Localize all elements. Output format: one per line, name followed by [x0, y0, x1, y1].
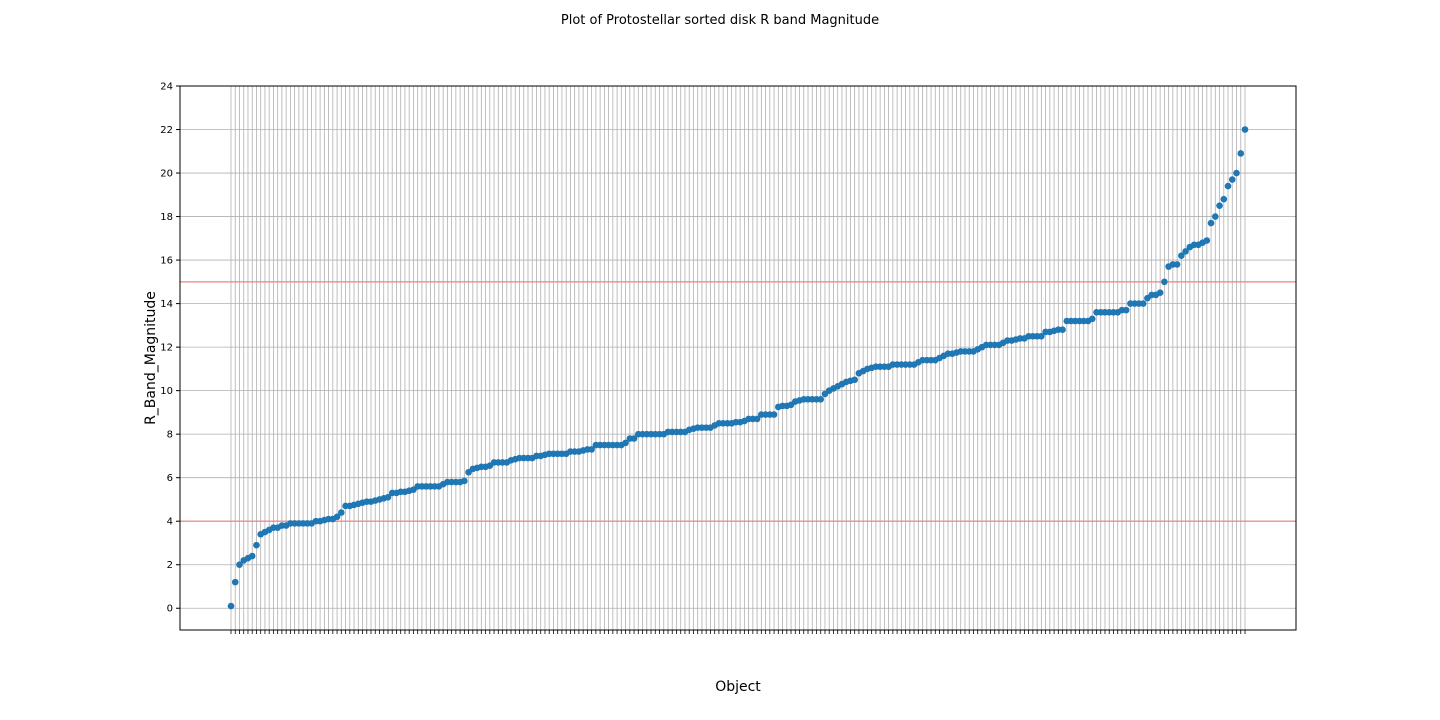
reference-line-layer	[180, 281, 1296, 522]
y-tick-label: 6	[167, 473, 173, 484]
y-tick-label: 22	[160, 125, 173, 136]
data-point	[338, 509, 345, 516]
plot-area-frame	[179, 85, 1297, 631]
data-point	[1173, 261, 1181, 268]
data-point	[253, 541, 260, 549]
data-point	[1161, 278, 1168, 286]
data-point	[1224, 182, 1232, 190]
data-point	[1139, 300, 1147, 307]
data-point	[1122, 306, 1130, 314]
data-point	[770, 411, 778, 418]
chart-title: Plot of Protostellar sorted disk R band …	[561, 13, 879, 28]
y-tick-label: 16	[160, 256, 173, 267]
data-point	[384, 493, 392, 501]
y-tick-label: 2	[167, 560, 173, 571]
data-point	[1203, 237, 1211, 244]
y-tick-label: 20	[160, 169, 173, 180]
data-point	[227, 602, 235, 610]
y-tick-label: 8	[167, 430, 173, 441]
data-point	[333, 513, 341, 521]
data-point	[1156, 289, 1164, 297]
data-point	[1207, 219, 1215, 227]
data-point	[248, 552, 256, 560]
y-tick-label: 14	[160, 299, 173, 310]
y-tick-label: 10	[160, 386, 173, 397]
data-points	[227, 126, 1249, 610]
data-point	[630, 435, 638, 442]
data-point	[1212, 213, 1219, 220]
data-point	[851, 376, 858, 384]
data-point	[817, 396, 825, 403]
data-point	[1088, 315, 1096, 323]
data-point	[236, 561, 243, 569]
x-axis-ticks	[230, 630, 1246, 634]
data-point	[1220, 195, 1228, 203]
data-point	[1233, 169, 1240, 177]
y-tick-label: 18	[160, 212, 173, 223]
data-point	[1182, 248, 1189, 255]
y-tick-label: 24	[160, 82, 173, 93]
data-point	[753, 415, 761, 423]
data-point	[461, 477, 468, 485]
data-point	[1178, 252, 1185, 260]
y-tick-label: 12	[160, 343, 173, 354]
x-axis-label: Object	[715, 679, 761, 695]
y-axis-label: R_Band_Magnitude	[143, 291, 159, 425]
y-tick-label: 4	[167, 517, 173, 528]
data-point	[1241, 126, 1249, 133]
data-point	[1228, 176, 1236, 183]
y-tick-label: 0	[167, 604, 173, 615]
data-point	[1216, 202, 1223, 209]
data-point	[1038, 332, 1045, 340]
data-point	[231, 578, 239, 586]
data-point	[622, 439, 629, 447]
grid-layer	[180, 85, 1296, 630]
data-point	[1059, 326, 1066, 334]
data-point	[1237, 150, 1245, 157]
data-point	[588, 446, 595, 453]
